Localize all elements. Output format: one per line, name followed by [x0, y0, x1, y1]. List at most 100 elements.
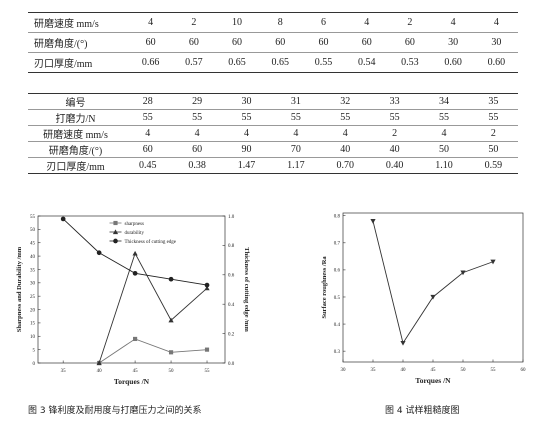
marker — [204, 285, 210, 291]
table-cell: 0.59 — [484, 160, 503, 171]
y2-tick-label: 1.0 — [228, 215, 235, 220]
y-tick-label: 30 — [30, 282, 36, 287]
table-cell: 0.65 — [271, 57, 290, 68]
table-cell: 50 — [488, 144, 499, 155]
table-cell: 55 — [340, 112, 351, 123]
table-cell: 55 — [142, 112, 153, 123]
plot-frame — [37, 215, 226, 364]
x-tick-label: 55 — [491, 368, 497, 373]
table-cell: 90 — [241, 144, 252, 155]
table-row: 研磨速度 mm/s 4 2 10 8 6 4 2 4 4 — [28, 13, 518, 33]
marker — [168, 276, 174, 282]
legend-label: sharpness — [125, 222, 144, 227]
table-cell: 55 — [192, 112, 203, 123]
marker — [490, 259, 496, 265]
series-line — [98, 252, 208, 364]
marker — [96, 250, 102, 256]
table-cell: 4 — [148, 17, 154, 28]
table-cell: 30 — [491, 37, 502, 48]
table-cell: 4 — [441, 128, 447, 139]
y-tick-label: 55 — [30, 215, 36, 220]
y-tick-label: 0.7 — [334, 242, 341, 247]
y-tick-label: 20 — [30, 308, 36, 313]
table-cell: 55 — [488, 112, 499, 123]
figure-caption: 图 3 锋利度及耐用度与打磨压力之间的关系 — [28, 404, 201, 416]
table: 研磨速度 mm/s 4 2 10 8 6 4 2 4 4 研磨角度/(°) 60 60 60 60 60 60 6… — [28, 12, 518, 73]
table-cell: 2 — [191, 17, 197, 28]
series-line — [98, 338, 208, 364]
table-cell: 0.60 — [444, 57, 462, 68]
marker — [370, 219, 376, 224]
table-cell: 55 — [290, 112, 301, 123]
table-cell: 0.57 — [185, 57, 203, 68]
table-cell: 30 — [241, 96, 252, 107]
table-cell: 10 — [232, 17, 243, 28]
marker — [132, 250, 138, 256]
y-tick-label: 50 — [30, 228, 36, 233]
marker — [113, 238, 118, 244]
table-row: 刃口厚度/mm 0.66 0.57 0.65 0.65 0.55 0.54 0.53 0.60 0… — [28, 52, 518, 73]
row-header: 刃口厚度/mm — [34, 59, 93, 70]
row-header: 研磨角度/(°) — [48, 146, 103, 157]
x-tick-label: 45 — [133, 369, 139, 374]
x-tick-label: 40 — [401, 368, 407, 373]
table-cell: 1.47 — [237, 160, 256, 171]
table-cell: 33 — [389, 96, 400, 107]
table-cell: 4 — [342, 128, 348, 139]
marker — [204, 347, 210, 352]
table-cell: 0.38 — [188, 160, 206, 171]
table-cell: 4 — [493, 17, 499, 28]
table-cell: 40 — [340, 144, 351, 155]
table-cell: 60 — [404, 37, 415, 48]
table-cell: 2 — [407, 17, 413, 28]
table: 编号 28 29 30 31 32 33 34 35 打磨力/N 55 55 55 55 55 55 55 55 研… — [28, 93, 518, 174]
table-cell: 60 — [275, 37, 286, 48]
table-cell: 0.66 — [141, 57, 160, 68]
marker — [113, 220, 118, 226]
x-tick-label: 30 — [341, 368, 347, 373]
x-axis-label: Torques /N — [415, 376, 451, 385]
legend-label: Thickness of cutting edge — [125, 240, 177, 245]
y-tick-label: 0.6 — [334, 269, 341, 274]
table-cell: 60 — [145, 37, 156, 48]
x-tick-label: 55 — [205, 369, 211, 374]
y2-axis-label: Thickness of cutting edge /mm — [243, 247, 250, 332]
marker — [430, 294, 436, 300]
y-tick-label: 0.4 — [334, 323, 341, 328]
table-cell: 0.55 — [314, 57, 333, 68]
y-tick-label: 45 — [30, 242, 36, 247]
marker — [168, 317, 174, 323]
row-header: 研磨角度/(°) — [34, 39, 88, 50]
marker — [204, 282, 210, 288]
table-cell: 2 — [490, 128, 496, 139]
table-cell: 4 — [145, 128, 151, 139]
y-axis-label: Sharpness and Durability /mm — [16, 246, 23, 332]
x-tick-label: 35 — [371, 368, 377, 373]
legend-label: durability — [125, 231, 145, 236]
y-tick-label: 10 — [30, 335, 36, 340]
row-header: 研磨速度 mm/s — [34, 19, 99, 30]
marker — [168, 350, 174, 355]
y2-tick-label: 0.4 — [228, 303, 235, 308]
table-cell: 60 — [361, 37, 372, 48]
y-tick-label: 25 — [30, 295, 36, 300]
table-row: 研磨角度/(°) 60 60 60 60 60 60 60 30 30 — [28, 32, 518, 53]
table-cell: 60 — [318, 37, 329, 48]
y-tick-label: 35 — [30, 268, 36, 273]
marker — [132, 270, 138, 276]
x-tick-label: 45 — [431, 368, 437, 373]
y2-tick-label: 0.8 — [228, 244, 235, 249]
x-tick-label: 60 — [521, 368, 527, 373]
marker — [460, 270, 466, 276]
table-cell: 4 — [364, 17, 370, 28]
table-cell: 30 — [448, 37, 459, 48]
marker — [60, 216, 66, 222]
table-cell: 0.45 — [138, 160, 157, 171]
table-cell: 55 — [241, 112, 252, 123]
marker — [400, 340, 406, 346]
table-cell: 40 — [389, 144, 400, 155]
x-tick-label: 35 — [61, 369, 67, 374]
marker — [133, 336, 138, 342]
